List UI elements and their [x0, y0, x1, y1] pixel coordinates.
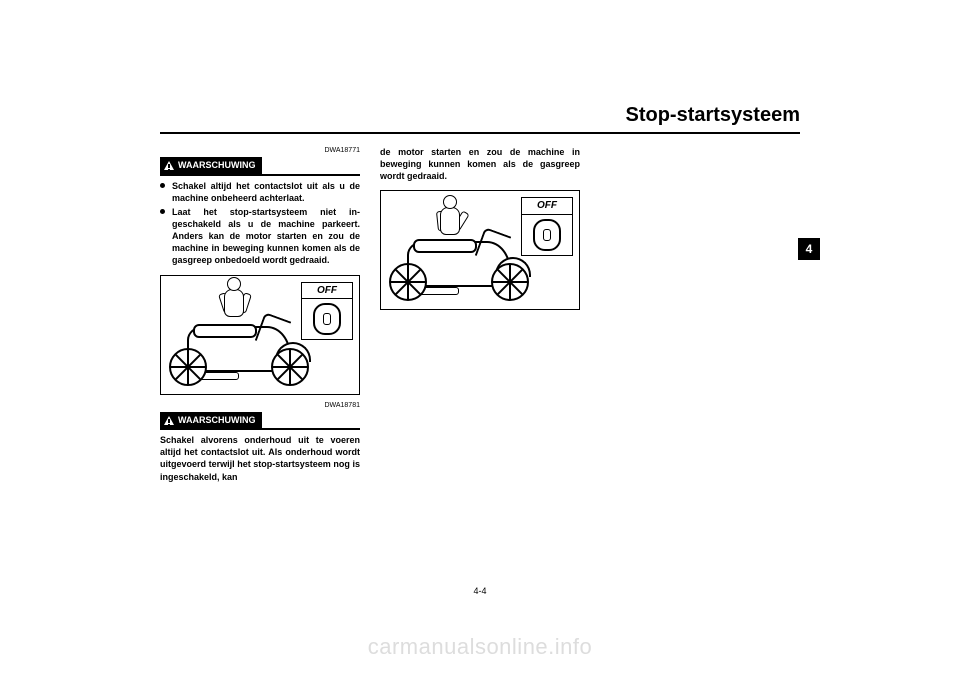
key-switch-icon [522, 215, 572, 255]
warning-rule-2 [160, 428, 360, 430]
page-title: Stop-startsysteem [625, 104, 800, 127]
figure-2: OFF [380, 190, 580, 310]
header-rule [160, 132, 800, 134]
rider-illustration [435, 195, 465, 249]
column-2: de motor starten en zou de machine in be… [380, 146, 580, 483]
figure-1: OFF [160, 275, 360, 395]
off-label-2: OFF [522, 198, 572, 215]
column-1: DWA18771 WAARSCHUWING Schakel altijd het… [160, 146, 360, 483]
off-label-1: OFF [302, 283, 352, 300]
warning-label-1: WAARSCHUWING [178, 159, 256, 171]
warning-label-2: WAARSCHUWING [178, 414, 256, 426]
bullet-item: Schakel altijd het contactslot uit als u… [170, 180, 360, 204]
rider-illustration [219, 277, 249, 331]
off-inset-2: OFF [521, 197, 573, 256]
off-inset-1: OFF [301, 282, 353, 341]
warning-box-1: WAARSCHUWING [160, 157, 360, 175]
warning2-body: Schakel alvorens onderhoud uit te voe­re… [160, 434, 360, 483]
warning-rule-1 [160, 174, 360, 176]
key-switch-icon [302, 299, 352, 339]
chapter-tab: 4 [798, 238, 820, 260]
warning1-bullets: Schakel altijd het contactslot uit als u… [160, 180, 360, 267]
bullet-item: Laat het stop-startsysteem niet in­gesch… [170, 206, 360, 267]
watermark: carmanualsonline.info [0, 634, 960, 660]
content-columns: DWA18771 WAARSCHUWING Schakel altijd het… [160, 146, 800, 483]
scooter-illustration [169, 306, 309, 386]
warning-triangle-icon [164, 161, 174, 170]
code-label-1: DWA18771 [160, 146, 360, 155]
code-label-2: DWA18781 [160, 401, 360, 410]
page-number: 4-4 [0, 586, 960, 596]
column-3 [600, 146, 800, 483]
warning-triangle-icon [164, 416, 174, 425]
scooter-illustration [389, 221, 529, 301]
continuation-text: de motor starten en zou de machine in be… [380, 146, 580, 182]
warning-box-2: WAARSCHUWING [160, 412, 360, 430]
manual-page: Stop-startsysteem 4 DWA18771 WAARSCHUWIN… [0, 0, 960, 678]
